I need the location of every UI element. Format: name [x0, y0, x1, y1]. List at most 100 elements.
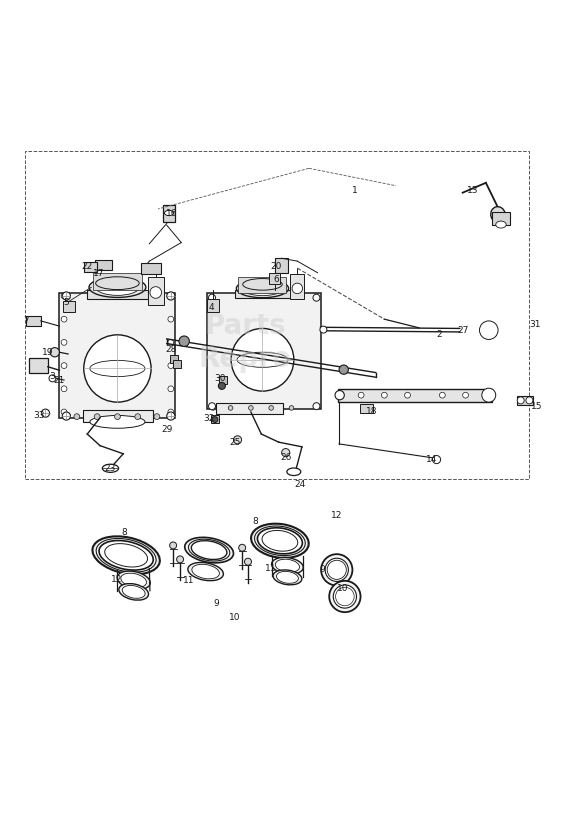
Text: 3: 3: [50, 372, 55, 381]
Circle shape: [168, 293, 174, 299]
Ellipse shape: [191, 541, 227, 559]
Circle shape: [168, 386, 174, 391]
Bar: [360, 404, 373, 413]
Circle shape: [114, 414, 120, 419]
Bar: [170, 354, 178, 363]
Ellipse shape: [333, 585, 356, 608]
Ellipse shape: [117, 571, 150, 589]
Circle shape: [179, 336, 189, 346]
Circle shape: [289, 405, 294, 410]
Ellipse shape: [287, 468, 301, 475]
Circle shape: [212, 417, 218, 423]
Bar: [238, 277, 286, 293]
Bar: [219, 376, 227, 384]
Circle shape: [61, 386, 67, 391]
Bar: [275, 258, 288, 273]
Ellipse shape: [89, 277, 146, 297]
Ellipse shape: [251, 524, 309, 558]
Text: 7: 7: [23, 316, 29, 325]
Circle shape: [463, 392, 469, 398]
Bar: [147, 277, 164, 305]
Text: 24: 24: [294, 480, 305, 489]
Ellipse shape: [329, 581, 360, 612]
Text: 10: 10: [337, 584, 348, 593]
Circle shape: [61, 316, 67, 322]
Circle shape: [238, 545, 245, 551]
Text: 33: 33: [33, 411, 45, 420]
Ellipse shape: [327, 560, 346, 579]
Ellipse shape: [491, 207, 505, 222]
Ellipse shape: [242, 281, 283, 296]
Text: 9: 9: [213, 599, 219, 608]
Text: 10: 10: [229, 614, 240, 622]
Circle shape: [177, 556, 184, 563]
Text: 26: 26: [280, 452, 292, 461]
Text: 11: 11: [265, 564, 277, 574]
Circle shape: [269, 405, 273, 410]
Text: 29: 29: [161, 425, 173, 434]
Bar: [26, 316, 41, 326]
Text: 28: 28: [166, 344, 177, 353]
Circle shape: [381, 392, 387, 398]
Ellipse shape: [103, 464, 118, 472]
Text: Parts
Repro: Parts Repro: [199, 312, 292, 372]
Circle shape: [358, 392, 364, 398]
Bar: [211, 415, 219, 423]
Text: 25: 25: [230, 438, 241, 447]
Bar: [491, 213, 510, 225]
Circle shape: [209, 294, 216, 302]
Text: 15: 15: [531, 401, 542, 410]
Circle shape: [339, 365, 349, 374]
Ellipse shape: [122, 585, 145, 598]
Circle shape: [50, 348, 59, 357]
Circle shape: [282, 448, 290, 456]
Text: 17: 17: [93, 269, 104, 279]
Bar: [59, 293, 175, 418]
Text: 22: 22: [82, 263, 93, 271]
Text: 30: 30: [214, 374, 225, 383]
Circle shape: [433, 456, 441, 464]
Circle shape: [84, 335, 151, 402]
Text: 6: 6: [273, 275, 279, 284]
Circle shape: [517, 397, 524, 404]
Circle shape: [74, 414, 80, 419]
Ellipse shape: [185, 537, 233, 563]
Bar: [84, 262, 97, 272]
Circle shape: [168, 409, 174, 415]
Text: 14: 14: [426, 455, 438, 464]
Ellipse shape: [105, 544, 147, 567]
Circle shape: [313, 294, 320, 302]
Text: 18: 18: [366, 408, 377, 416]
Circle shape: [167, 292, 175, 300]
Bar: [87, 290, 148, 299]
Ellipse shape: [258, 528, 303, 554]
Bar: [29, 358, 48, 372]
Text: 20: 20: [271, 263, 282, 271]
Ellipse shape: [188, 563, 223, 581]
Text: 19: 19: [42, 349, 54, 358]
Circle shape: [233, 436, 241, 444]
Circle shape: [292, 283, 303, 293]
Circle shape: [484, 390, 495, 400]
Text: 12: 12: [111, 574, 122, 583]
Text: 9: 9: [319, 565, 325, 574]
Circle shape: [244, 558, 251, 565]
Ellipse shape: [93, 536, 160, 574]
Circle shape: [62, 292, 71, 300]
Circle shape: [479, 321, 498, 339]
Bar: [96, 260, 111, 270]
Bar: [93, 273, 142, 290]
Bar: [216, 403, 283, 414]
Ellipse shape: [99, 541, 153, 570]
Circle shape: [320, 326, 327, 333]
Bar: [269, 273, 280, 284]
Text: 27: 27: [457, 326, 468, 335]
Ellipse shape: [243, 279, 282, 290]
Text: 31: 31: [529, 321, 541, 330]
Bar: [234, 290, 292, 297]
Circle shape: [167, 412, 175, 420]
Bar: [338, 389, 491, 401]
Text: 8: 8: [121, 528, 127, 537]
Text: 21: 21: [54, 376, 65, 385]
Circle shape: [231, 329, 294, 391]
